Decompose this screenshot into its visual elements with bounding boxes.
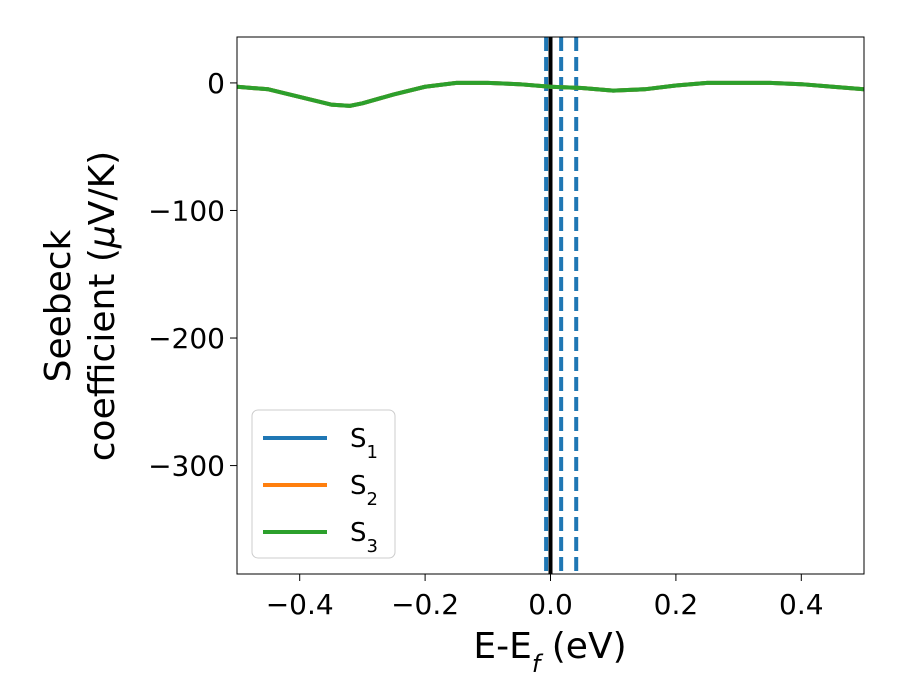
legend-label-s1: S1 bbox=[350, 424, 378, 463]
x-tick-label: −0.2 bbox=[391, 588, 459, 621]
series-line-s3 bbox=[237, 80, 864, 108]
y-axis-ticks: 0 −100 −200 −300 bbox=[148, 67, 237, 483]
x-tick-label: 0.0 bbox=[528, 588, 573, 621]
legend-label-s3: S3 bbox=[350, 518, 378, 557]
x-axis-title: E-Ef (eV) bbox=[473, 626, 626, 678]
series-group bbox=[237, 80, 864, 108]
legend: S1 S2 S3 bbox=[251, 409, 396, 559]
y-axis-title: Seebeck coefficient (μV/K) bbox=[38, 151, 123, 461]
y-tick-label: 0 bbox=[207, 67, 225, 100]
x-tick-label: −0.4 bbox=[266, 588, 334, 621]
y-axis-title-line2: coefficient (μV/K) bbox=[82, 151, 123, 461]
vertical-lines-group bbox=[544, 37, 579, 574]
legend-label-s2: S2 bbox=[350, 471, 378, 510]
y-tick-label: −100 bbox=[148, 194, 225, 227]
y-axis-title-line1: Seebeck bbox=[38, 229, 79, 382]
y-tick-label: −200 bbox=[148, 322, 225, 355]
x-axis-ticks: −0.4 −0.2 0.0 0.2 0.4 bbox=[266, 574, 824, 621]
y-tick-label: −300 bbox=[148, 450, 225, 483]
x-tick-label: 0.4 bbox=[779, 588, 824, 621]
x-tick-label: 0.2 bbox=[654, 588, 699, 621]
